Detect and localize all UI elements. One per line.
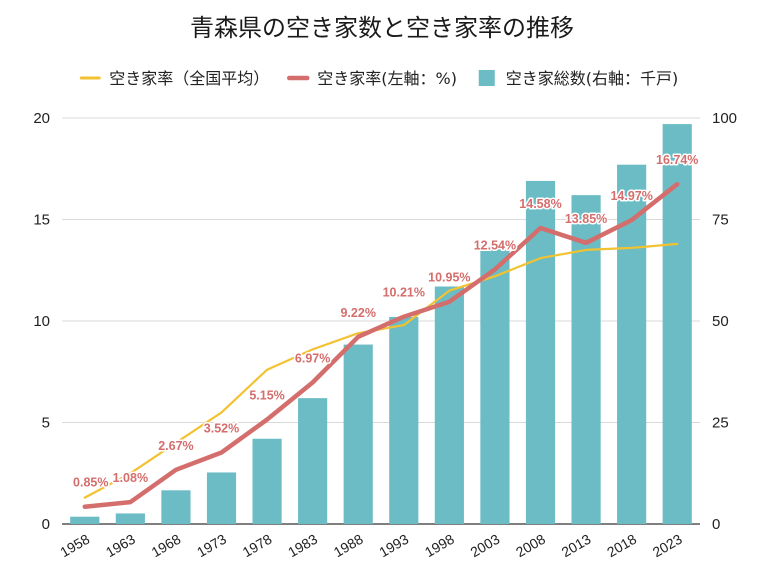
data-label: 2.67% <box>158 439 193 453</box>
data-label: 6.97% <box>295 352 330 366</box>
data-label: 10.21% <box>383 286 425 300</box>
legend: 空き家率（全国平均） 空き家率(左軸：%) 空き家総数(右軸：千戸) <box>79 69 679 88</box>
y-left-tick-label: 0 <box>42 516 50 533</box>
data-label: 1.08% <box>113 471 148 485</box>
x-tick-label: 1968 <box>148 531 183 561</box>
bar-1983 <box>298 398 328 524</box>
y-left-tick-label: 10 <box>33 313 50 330</box>
data-label: 9.22% <box>340 306 375 320</box>
chart-title: 青森県の空き家数と空き家率の推移 <box>190 14 574 42</box>
y-right-tick-label: 100 <box>712 110 737 127</box>
x-tick-label: 1988 <box>331 531 366 561</box>
x-tick-label: 2003 <box>467 531 502 561</box>
bar-series <box>70 124 692 525</box>
vacancy-rate-line <box>82 181 680 509</box>
data-label: 14.97% <box>610 189 652 203</box>
x-tick-label: 1978 <box>240 531 275 561</box>
x-tick-label: 2018 <box>604 531 639 561</box>
bar-1968 <box>161 490 191 524</box>
data-label: 3.52% <box>204 422 239 436</box>
y-left-tick-label: 15 <box>33 212 50 229</box>
bar-1973 <box>206 472 237 524</box>
x-tick-label: 1998 <box>422 531 457 561</box>
legend-marker-bar <box>478 70 495 86</box>
x-tick-label: 2023 <box>650 531 685 561</box>
data-label: 16.74% <box>656 153 698 167</box>
legend-label: 空き家率(左軸：%) <box>317 69 457 88</box>
y-right-tick-label: 50 <box>712 313 729 330</box>
x-tick-label: 1983 <box>285 531 320 561</box>
data-labels: 0.85% 1.08% 2.67% 3.52% 5.15% 6.97% 9.22% 10.21… <box>72 152 700 492</box>
data-label: 10.95% <box>428 271 470 285</box>
bar-1998 <box>434 286 464 524</box>
data-label: 5.15% <box>249 388 284 402</box>
y-left-tick-label: 20 <box>33 110 50 127</box>
x-tick-label: 1993 <box>376 531 411 561</box>
y-left-tick-label: 5 <box>42 415 50 432</box>
grid-lines <box>62 117 700 525</box>
data-label: 12.54% <box>474 238 516 252</box>
legend-label: 空き家率（全国平均） <box>109 69 269 88</box>
data-label: 13.85% <box>565 212 607 226</box>
bar-1993 <box>389 316 419 524</box>
bar-1963 <box>115 513 145 524</box>
x-tick-label: 1963 <box>103 531 138 561</box>
y-right-tick-label: 25 <box>712 415 729 432</box>
x-tick-label: 1973 <box>194 531 229 561</box>
bar-2003 <box>480 247 510 525</box>
data-label: 14.58% <box>519 197 561 211</box>
x-tick-label: 2008 <box>513 531 548 561</box>
x-tick-label: 2013 <box>559 531 594 561</box>
bar-1988 <box>343 344 373 524</box>
y-right-tick-label: 0 <box>712 516 720 533</box>
bar-1978 <box>252 438 282 524</box>
line-series <box>82 181 680 509</box>
y-right-tick-label: 75 <box>712 212 729 229</box>
data-label: 0.85% <box>73 476 108 490</box>
legend-label: 空き家総数(右軸：千戸) <box>506 69 679 88</box>
x-tick-label: 1958 <box>57 531 92 561</box>
bar-1958 <box>70 516 100 524</box>
